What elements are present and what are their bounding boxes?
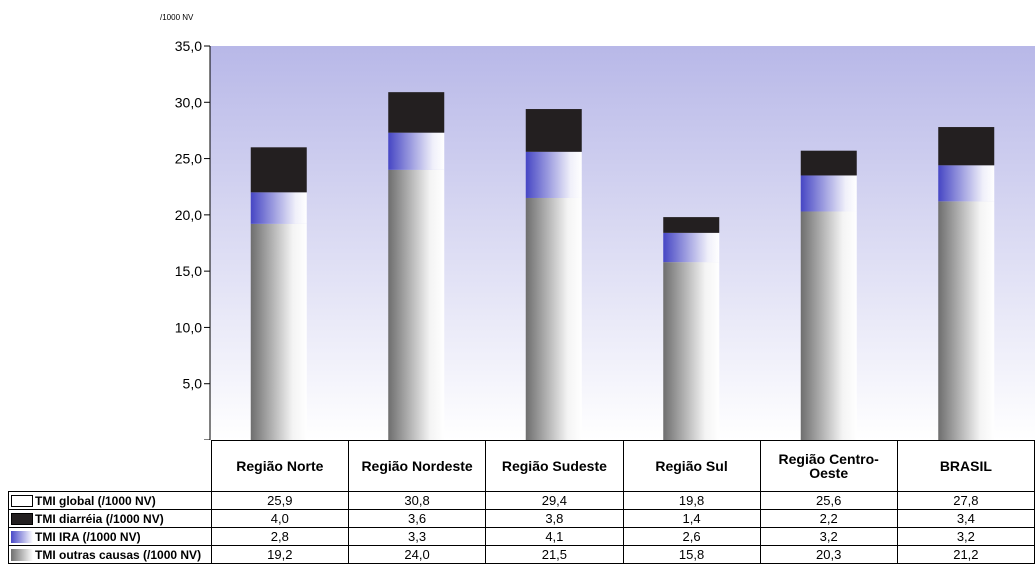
table-row: TMI global (/1000 NV) 25,9 30,8 29,4 19,…	[8, 491, 1035, 510]
bar-ira	[388, 132, 445, 170]
table-cell: 3,8	[485, 509, 624, 528]
plot-background	[210, 46, 1035, 440]
column-header: Região Sudeste	[485, 440, 624, 492]
bar-diarreia	[250, 147, 307, 193]
table-cell: 21,2	[896, 545, 1035, 564]
table-cell: 2,6	[622, 527, 761, 546]
legend-swatch-outras	[11, 549, 33, 562]
bar-ira	[663, 232, 720, 263]
table-cell: 25,9	[210, 491, 349, 510]
row-label: TMI diarréia (/1000 NV)	[8, 509, 212, 528]
y-tick-label: 25,0	[175, 151, 202, 167]
row-label: TMI IRA (/1000 NV)	[8, 527, 212, 546]
table-cell: 20,3	[759, 545, 898, 564]
y-tick-label: 20,0	[175, 207, 202, 223]
table-cell: 21,5	[485, 545, 624, 564]
table-cell: 15,8	[622, 545, 761, 564]
bar-diarreia	[663, 217, 720, 233]
table-cell: 3,2	[896, 527, 1035, 546]
bar-ira	[800, 175, 857, 212]
table-cell: 24,0	[347, 545, 487, 564]
legend-swatch-global	[11, 495, 33, 508]
bar-diarreia	[388, 92, 445, 133]
bar-outras-causas	[250, 223, 307, 440]
row-label: TMI global (/1000 NV)	[8, 491, 212, 510]
y-tick-label: –	[194, 432, 202, 440]
table-cell: 2,8	[210, 527, 349, 546]
table-cell: 3,6	[347, 509, 487, 528]
bar-outras-causas	[525, 197, 582, 440]
column-header: Região Centro-Oeste	[759, 440, 898, 492]
table-row: TMI IRA (/1000 NV) 2,8 3,3 4,1 2,6 3,2 3…	[8, 527, 1035, 546]
table-cell: 3,4	[896, 509, 1035, 528]
table-corner	[8, 440, 212, 492]
legend-swatch-ira	[11, 531, 33, 544]
bar-diarreia	[938, 127, 995, 166]
bar-ira	[525, 151, 582, 198]
row-label-text: TMI global (/1000 NV)	[35, 493, 156, 508]
bar-outras-causas	[388, 169, 445, 440]
row-label-text: TMI diarréia (/1000 NV)	[35, 511, 164, 526]
table-header-row: Região Norte Região Nordeste Região Sude…	[8, 440, 1035, 492]
column-header: Região Norte	[210, 440, 349, 492]
y-tick-label: 15,0	[175, 263, 202, 279]
table-cell: 25,6	[759, 491, 898, 510]
bar-outras-causas	[938, 201, 995, 440]
table-cell: 3,2	[759, 527, 898, 546]
table-row: TMI diarréia (/1000 NV) 4,0 3,6 3,8 1,4 …	[8, 509, 1035, 528]
unit-label: /1000 NV	[160, 13, 194, 22]
column-header: BRASIL	[896, 440, 1035, 492]
table-cell: 27,8	[896, 491, 1035, 510]
table-cell: 30,8	[347, 491, 487, 510]
bar-ira	[938, 165, 995, 202]
column-header: Região Nordeste	[347, 440, 487, 492]
bar-outras-causas	[663, 262, 720, 440]
bar-diarreia	[800, 150, 857, 176]
table-cell: 3,3	[347, 527, 487, 546]
row-label-text: TMI outras causas (/1000 NV)	[35, 547, 202, 562]
y-tick-label: 30,0	[175, 94, 202, 110]
legend-swatch-diarreia	[11, 513, 33, 526]
y-tick-label: 35,0	[175, 38, 202, 54]
column-header: Região Sul	[622, 440, 761, 492]
row-label-text: TMI IRA (/1000 NV)	[35, 529, 141, 544]
y-tick-label: 5,0	[183, 376, 203, 392]
chart-area: /1000 NV – 5,0 10,0 15,0 20,0 25,0 30,0 35,0	[160, 13, 1035, 440]
table-cell: 29,4	[485, 491, 624, 510]
bar-ira	[250, 192, 307, 224]
bar-diarreia	[525, 109, 582, 152]
table-cell: 4,1	[485, 527, 624, 546]
table-cell: 4,0	[210, 509, 349, 528]
bar-outras-causas	[800, 211, 857, 440]
table-cell: 1,4	[622, 509, 761, 528]
data-table: Região Norte Região Nordeste Região Sude…	[8, 440, 1035, 564]
table-cell: 2,2	[759, 509, 898, 528]
table-row: TMI outras causas (/1000 NV) 19,2 24,0 2…	[8, 545, 1035, 564]
table-cell: 19,2	[210, 545, 349, 564]
row-label: TMI outras causas (/1000 NV)	[8, 545, 212, 564]
table-cell: 19,8	[622, 491, 761, 510]
y-tick-label: 10,0	[175, 319, 202, 335]
